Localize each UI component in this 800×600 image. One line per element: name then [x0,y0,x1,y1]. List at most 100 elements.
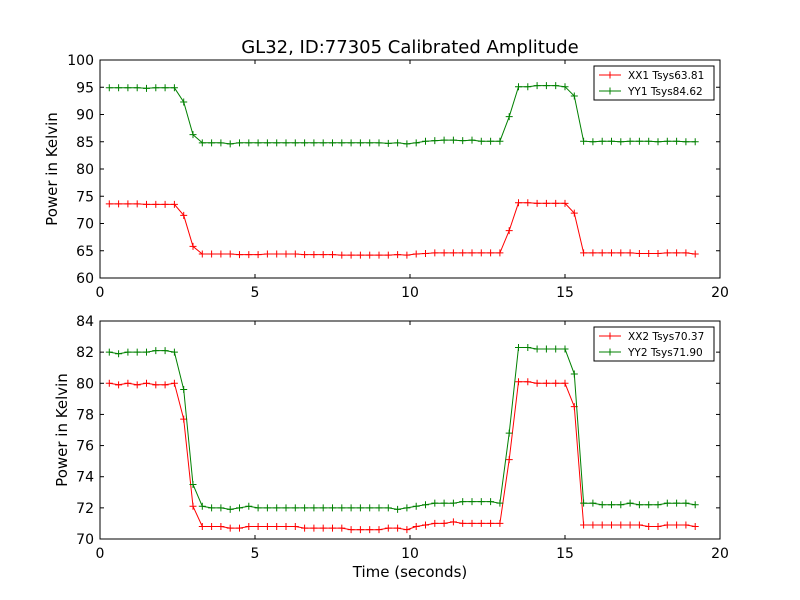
data-point [226,524,234,532]
data-point [347,251,355,259]
data-point [254,139,262,147]
data-point [580,249,588,257]
data-point [301,139,309,147]
data-point [208,504,216,512]
data-point [347,526,355,534]
data-point [645,523,653,531]
data-point [691,250,699,258]
plot-frame [99,320,721,540]
data-point [487,519,495,527]
data-point [143,379,150,387]
data-point [468,498,476,506]
data-point [403,251,411,259]
data-point [115,84,123,92]
data-point [691,501,699,509]
data-point [254,251,262,259]
data-point [319,139,327,147]
data-point [626,521,634,529]
data-point [226,505,234,513]
data-point [542,345,550,353]
data-point [198,250,206,258]
y-tick-label: 72 [76,501,94,517]
data-point [515,83,522,91]
data-point [394,251,402,259]
legend-box [593,326,715,362]
data-point [124,200,132,208]
data-point [635,521,643,529]
data-point [282,504,290,512]
data-point [105,348,113,356]
data-point [273,250,281,258]
y-tick-label: 60 [76,271,94,287]
data-point [645,249,653,257]
data-point [412,523,420,531]
data-point [682,249,690,257]
y-tick-label: 84 [76,314,94,330]
y-tick-label: 95 [76,80,94,96]
data-point [561,199,569,207]
data-point [468,136,476,144]
data-point [580,137,588,145]
legend-swatch-marker [606,87,614,95]
data-point [654,501,662,509]
data-point [329,139,336,147]
legend-entry: XX2 Tsys70.37 [628,331,704,343]
y-tick-label: 82 [76,345,94,361]
data-point [338,251,346,259]
data-point [533,82,541,90]
x-axis-label: Time (seconds) [352,563,468,581]
data-point [663,249,671,257]
legend-entry: YY2 Tsys71.90 [627,347,703,359]
y-tick-label: 85 [76,135,94,151]
data-point [208,523,216,531]
data-point [254,504,262,512]
data-point [366,139,374,147]
data-point [431,499,439,507]
data-point [468,249,476,257]
x-tick-label: 0 [96,285,105,301]
data-point [245,502,253,510]
data-point [459,137,467,145]
data-point [422,137,429,145]
data-point [170,84,178,92]
data-point [161,84,169,92]
series-line-1 [109,381,696,531]
data-point [384,504,392,512]
legend-swatch-marker [606,332,614,340]
data-point [477,498,485,506]
data-point [236,504,243,512]
y-axis-label: Power in Kelvin [53,373,71,487]
data-point [143,200,150,208]
data-point [496,499,504,507]
data-point [245,251,253,259]
data-point [366,251,374,259]
data-point [552,199,560,207]
data-point [356,526,364,534]
data-point [133,348,141,356]
data-point [422,501,429,509]
data-point [338,504,346,512]
data-point [608,137,615,145]
y-tick-label: 70 [76,217,94,233]
data-point [115,381,123,389]
data-point [431,519,439,527]
data-point [515,199,522,207]
data-point [384,139,392,147]
chart-2: 0 5 10 15 20 70 72 74 76 78 80 82 84 Power in Kelvin T… [53,314,729,581]
data-point [329,504,336,512]
data-point [170,348,178,356]
data-point [598,137,606,145]
data-point [524,83,532,91]
y-tick-label: 65 [76,244,94,260]
data-point [189,131,197,139]
x-tick-label: 5 [251,285,260,301]
data-point [542,199,550,207]
data-point [394,524,402,532]
data-point [589,249,597,257]
y-tick-label: 100 [67,53,94,69]
data-point [449,249,457,257]
data-point [356,251,364,259]
data-point [589,499,597,507]
data-point [561,345,569,353]
